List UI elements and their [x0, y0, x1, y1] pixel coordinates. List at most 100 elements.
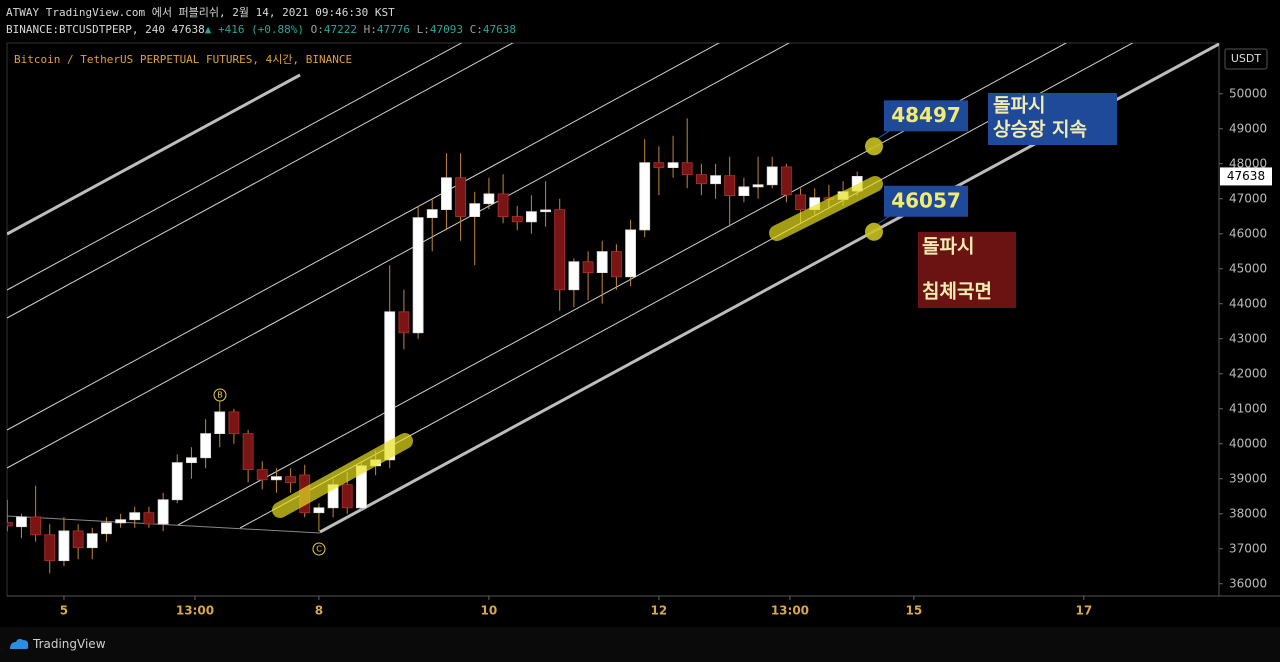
level-connector [877, 129, 891, 139]
candle-body [568, 261, 580, 291]
candle-body [271, 476, 282, 481]
candle-body [511, 216, 523, 223]
brand: TradingView [33, 637, 106, 651]
candle-body [58, 530, 70, 562]
candle-body [86, 533, 98, 549]
candle-body [483, 193, 495, 205]
y-tick-label: 44000 [1229, 296, 1267, 310]
candle-body [738, 186, 750, 197]
channel-line [7, 43, 791, 469]
x-tick-label: 15 [906, 604, 923, 618]
candle-body [610, 251, 622, 278]
last-price: 47638 [171, 23, 205, 36]
candle-body [256, 469, 268, 481]
levels: 48497 46057 [865, 100, 968, 241]
publish-text: ATWAY TradingView.com 에서 퍼블리쉬, 2월 14, 20… [6, 6, 395, 19]
level-dot [865, 222, 883, 241]
ohlc-label: L: [416, 23, 430, 36]
y-tick-label: 45000 [1229, 261, 1267, 275]
candle-body [695, 174, 707, 185]
y-tick-label: 43000 [1229, 331, 1267, 345]
candle-body [44, 534, 56, 562]
note-down-line: 침체국면 [922, 281, 992, 303]
candle-body [16, 516, 27, 528]
candle-body [582, 261, 594, 274]
candle-body [101, 522, 112, 535]
candle-body [143, 512, 155, 525]
y-tick-label: 48000 [1229, 156, 1267, 170]
marker-c [312, 542, 326, 556]
last-price-box [1220, 167, 1272, 186]
channel-line [7, 43, 721, 431]
candle-body [780, 166, 792, 196]
candle-body [455, 177, 467, 217]
channel-line [7, 43, 514, 319]
candle-body [214, 411, 226, 434]
y-tick-label: 49000 [1229, 121, 1267, 135]
y-tick-label: 46000 [1229, 226, 1267, 240]
candle-body [497, 193, 509, 218]
candle-body [469, 203, 481, 217]
candle-body [526, 211, 537, 223]
candle-body [186, 457, 197, 464]
level-dot [865, 137, 883, 156]
note-down-box [918, 232, 1016, 308]
level-box [884, 100, 968, 132]
change: +416 (+0.88%) [217, 23, 305, 36]
candle-body [554, 209, 566, 291]
channel-line [7, 43, 463, 291]
ohlc-label: C: [469, 23, 483, 36]
candle-body [115, 519, 127, 524]
candle-body [426, 209, 438, 219]
symbol: BINANCE:BTCUSDTPERP, 240 [6, 23, 165, 36]
level-box [884, 185, 968, 217]
candle-body [242, 433, 254, 471]
header: ATWAY TradingView.com 에서 퍼블리쉬, 2월 14, 20… [6, 4, 523, 38]
candle-body [596, 251, 608, 274]
candle-body [724, 175, 736, 196]
candles [7, 118, 863, 574]
axes: 36000 37000 38000 39000 40000 41000 42000 43000… [60, 86, 1272, 618]
x-tick-label: 5 [60, 604, 68, 618]
candle-body [7, 522, 13, 527]
candle-body [412, 217, 424, 334]
last-price-label: 47638 [1227, 169, 1265, 183]
candle-body [667, 162, 679, 168]
y-tick-label: 38000 [1229, 506, 1267, 520]
currency-box [1224, 48, 1268, 70]
level-label: 46057 [891, 188, 961, 212]
note-down-line: 돌파시 [922, 236, 974, 258]
note-up-box [988, 93, 1117, 145]
candle-body [129, 512, 141, 521]
candle-body [625, 229, 636, 278]
marker-b [213, 388, 227, 402]
candle-body [710, 175, 721, 185]
candle-body [228, 411, 240, 434]
highlight [272, 433, 413, 518]
publish-line: ATWAY TradingView.com 에서 퍼블리쉬, 2월 14, 20… [6, 4, 523, 21]
ohlc-label: O: [310, 23, 324, 36]
x-tick-label: 13:00 [771, 604, 809, 618]
y-tick-label: 37000 [1229, 541, 1267, 555]
drawings: 48497 46057 B C 돌파시 상승장 지속 돌파시 침체국면 [7, 43, 1219, 574]
level-connector [877, 215, 891, 225]
candle-body [398, 311, 410, 334]
candle-body [30, 516, 42, 536]
candle-body [795, 194, 806, 210]
candle-body [200, 433, 212, 459]
arrow: ▲ [204, 23, 212, 36]
ohlc-value: 47638 [482, 23, 517, 36]
candle-body [639, 162, 651, 231]
candle-body [171, 462, 183, 501]
x-tick-label: 17 [1076, 604, 1093, 618]
marker-b-label: B [217, 391, 223, 400]
ohlc-value: 47093 [429, 23, 464, 36]
candle-body [752, 184, 764, 188]
ohlc-value: 47776 [376, 23, 411, 36]
candle-body [540, 209, 552, 213]
candle-body [766, 166, 778, 186]
note-up-line: 상승장 지속 [993, 119, 1087, 141]
logo-icon [10, 638, 29, 649]
y-tick-label: 42000 [1229, 366, 1267, 380]
